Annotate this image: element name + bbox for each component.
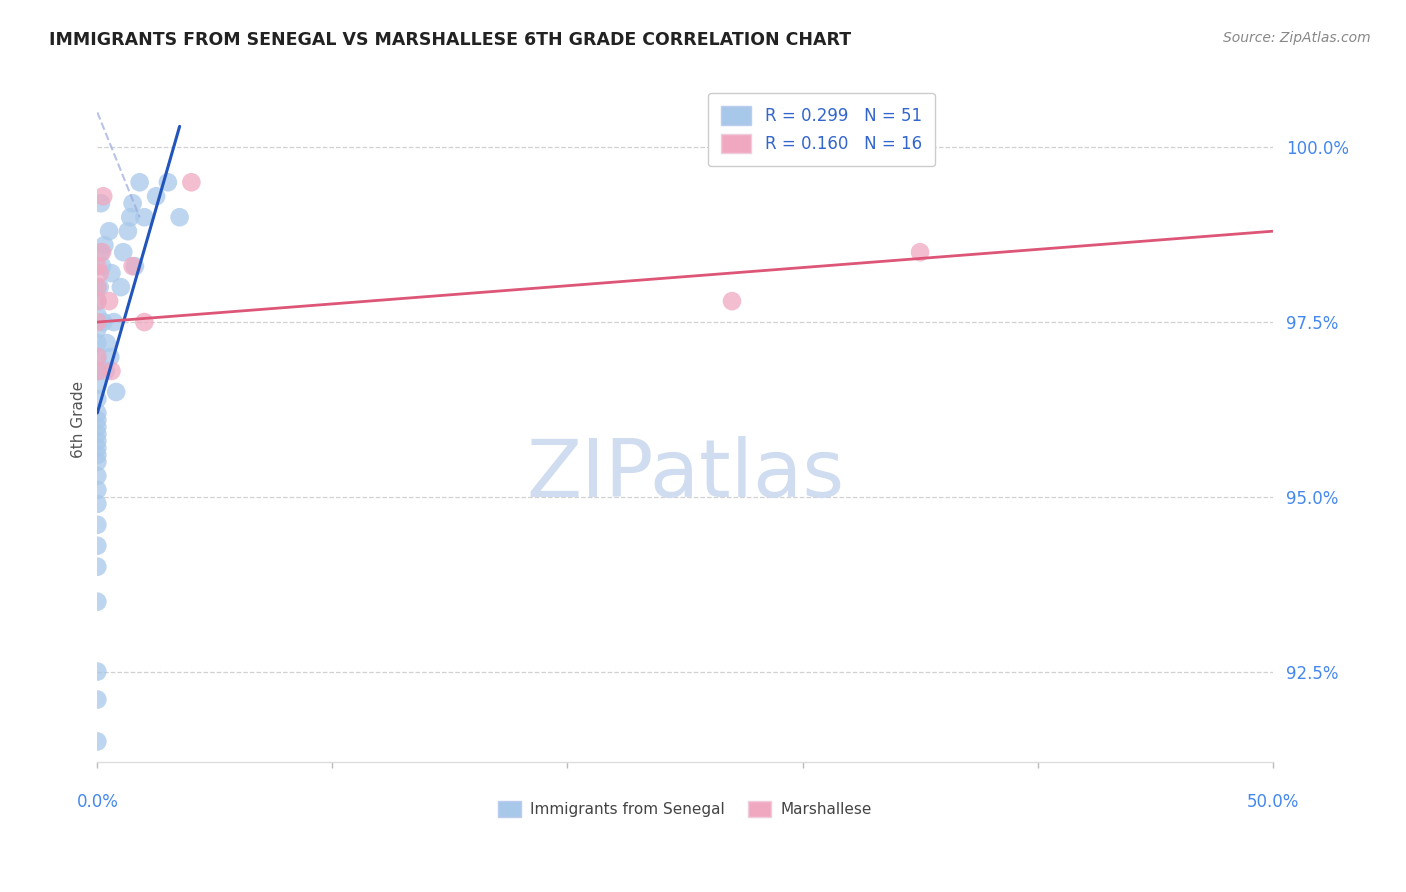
Point	[98, 224, 121, 238]
Point	[86, 392, 108, 406]
Point	[124, 259, 146, 273]
Text: Source: ZipAtlas.com: Source: ZipAtlas.com	[1223, 31, 1371, 45]
Point	[86, 539, 108, 553]
Point	[86, 294, 108, 309]
Point	[89, 280, 111, 294]
Point	[86, 734, 108, 748]
Point	[90, 245, 112, 260]
Point	[86, 692, 108, 706]
Point	[169, 211, 191, 225]
Point	[86, 455, 108, 469]
Point	[86, 448, 108, 462]
Point	[94, 364, 117, 378]
Point	[86, 294, 108, 309]
Point	[156, 175, 179, 189]
Point	[180, 175, 202, 189]
Text: 0.0%: 0.0%	[76, 793, 118, 811]
Point	[120, 211, 142, 225]
Point	[86, 322, 108, 336]
Point	[100, 266, 122, 280]
Y-axis label: 6th Grade: 6th Grade	[72, 382, 86, 458]
Point	[98, 350, 121, 364]
Text: 50.0%: 50.0%	[1247, 793, 1299, 811]
Point	[145, 189, 167, 203]
Point	[89, 266, 111, 280]
Point	[86, 280, 108, 294]
Point	[91, 315, 114, 329]
Point	[103, 315, 125, 329]
Point	[128, 175, 150, 189]
Point	[86, 483, 108, 497]
Point	[90, 196, 112, 211]
Point	[86, 434, 108, 448]
Point	[117, 224, 139, 238]
Point	[121, 259, 143, 273]
Point	[134, 211, 156, 225]
Point	[110, 280, 132, 294]
Point	[96, 336, 118, 351]
Point	[86, 420, 108, 434]
Point	[721, 294, 744, 309]
Point	[100, 364, 122, 378]
Point	[121, 196, 143, 211]
Point	[86, 378, 108, 392]
Text: ZIPatlas: ZIPatlas	[526, 435, 844, 514]
Point	[86, 441, 108, 455]
Point	[134, 315, 156, 329]
Legend: Immigrants from Senegal, Marshallese: Immigrants from Senegal, Marshallese	[492, 795, 877, 823]
Point	[86, 497, 108, 511]
Point	[86, 308, 108, 322]
Point	[86, 280, 108, 294]
Point	[93, 238, 115, 252]
Point	[98, 294, 121, 309]
Point	[86, 259, 108, 273]
Point	[91, 245, 114, 260]
Point	[86, 413, 108, 427]
Point	[86, 426, 108, 441]
Point	[86, 315, 108, 329]
Point	[86, 595, 108, 609]
Text: IMMIGRANTS FROM SENEGAL VS MARSHALLESE 6TH GRADE CORRELATION CHART: IMMIGRANTS FROM SENEGAL VS MARSHALLESE 6…	[49, 31, 852, 49]
Point	[86, 364, 108, 378]
Point	[91, 189, 114, 203]
Point	[86, 468, 108, 483]
Point	[91, 259, 114, 273]
Point	[112, 245, 135, 260]
Point	[86, 665, 108, 679]
Point	[87, 364, 110, 378]
Point	[86, 336, 108, 351]
Point	[86, 406, 108, 420]
Point	[908, 245, 931, 260]
Point	[105, 384, 128, 399]
Point	[86, 350, 108, 364]
Point	[86, 350, 108, 364]
Point	[86, 517, 108, 532]
Point	[86, 559, 108, 574]
